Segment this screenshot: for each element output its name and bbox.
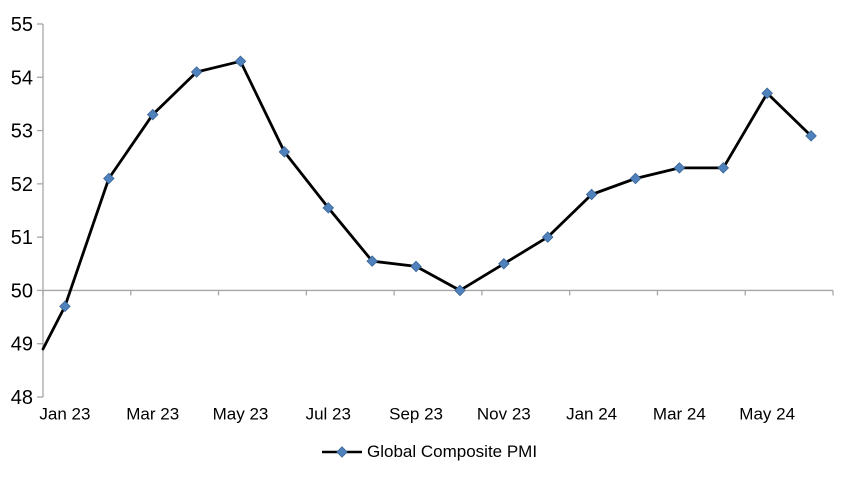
data-point-marker bbox=[322, 202, 335, 214]
legend-diamond-marker-icon bbox=[336, 445, 348, 458]
x-tick-label: Jan 24 bbox=[566, 405, 617, 424]
data-point-marker bbox=[234, 55, 247, 68]
data-point-marker bbox=[146, 108, 159, 121]
data-point-marker bbox=[541, 231, 554, 243]
y-tick-label: 55 bbox=[11, 14, 33, 36]
data-point-marker bbox=[59, 300, 71, 313]
data-point-marker bbox=[585, 188, 598, 201]
legend-line-marker-icon bbox=[322, 445, 362, 458]
data-point-marker bbox=[629, 172, 642, 185]
data-point-marker bbox=[761, 87, 773, 100]
data-point-marker bbox=[103, 172, 115, 185]
data-point-marker bbox=[673, 162, 686, 174]
y-tick-label: 52 bbox=[11, 174, 33, 196]
y-tick-label: 51 bbox=[11, 227, 33, 249]
legend-label: Global Composite PMI bbox=[367, 441, 538, 461]
data-point-marker bbox=[410, 260, 422, 273]
data-point-marker bbox=[805, 130, 817, 142]
x-tick-label: Mar 23 bbox=[126, 405, 179, 424]
data-point-marker bbox=[717, 162, 730, 174]
y-tick-label: 54 bbox=[11, 67, 33, 89]
x-tick-label: Sep 23 bbox=[389, 405, 443, 424]
x-tick-label: May 24 bbox=[739, 405, 795, 424]
data-point-marker bbox=[498, 258, 510, 270]
x-tick-label: Nov 23 bbox=[477, 405, 531, 424]
x-tick-label: Jan 23 bbox=[39, 405, 90, 424]
x-tick-label: May 23 bbox=[213, 405, 269, 424]
y-tick-label: 53 bbox=[11, 121, 33, 143]
x-tick-label: Mar 24 bbox=[653, 405, 706, 424]
y-tick-label: 48 bbox=[11, 387, 33, 409]
y-tick-label: 49 bbox=[11, 334, 33, 356]
data-point-marker bbox=[366, 255, 378, 267]
series-line bbox=[41, 59, 813, 351]
data-point-marker bbox=[278, 146, 291, 158]
x-tick-label: Jul 23 bbox=[306, 405, 351, 424]
legend: Global Composite PMI bbox=[322, 441, 537, 462]
y-tick-label: 50 bbox=[11, 280, 33, 302]
data-point-marker bbox=[454, 284, 466, 297]
data-point-marker bbox=[190, 66, 203, 78]
